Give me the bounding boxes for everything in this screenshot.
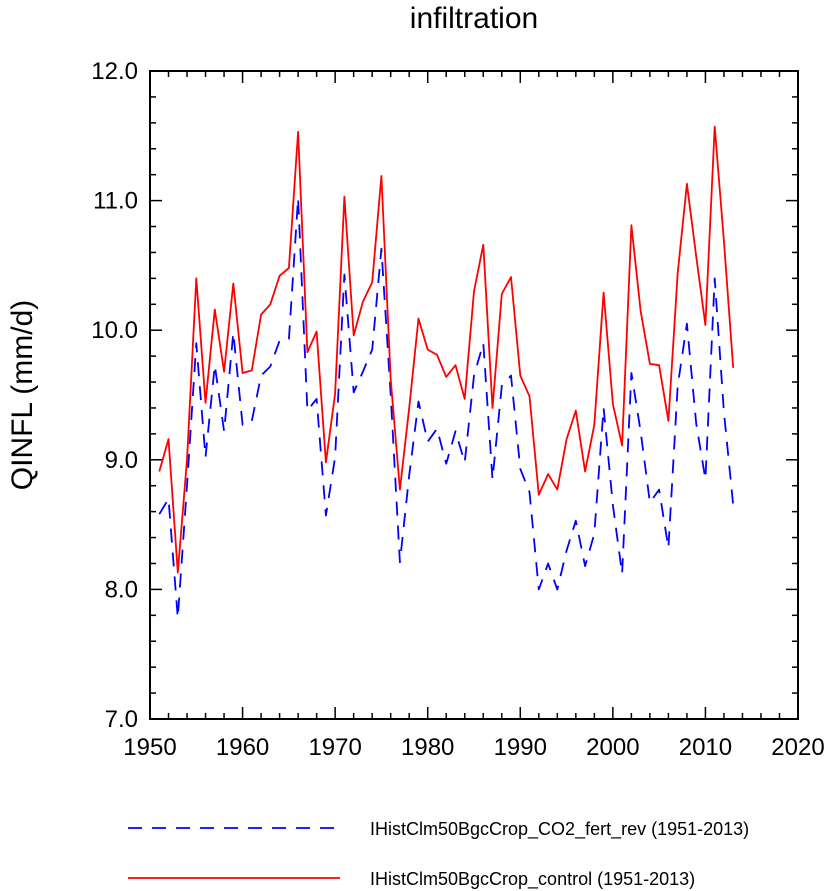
y-tick-label: 12.0	[91, 58, 138, 85]
x-tick-label: 2020	[771, 734, 824, 761]
x-tick-label: 2000	[586, 734, 639, 761]
x-tick-label: 1960	[216, 734, 269, 761]
axis-ticks	[149, 70, 799, 720]
legend: IHistClm50BgcCrop_CO2_fert_rev (1951-201…	[128, 819, 749, 890]
x-tick-label: 1970	[308, 734, 361, 761]
y-axis-label: QINFL (mm/d)	[6, 300, 39, 491]
y-tick-label: 9.0	[105, 447, 138, 474]
y-tick-label: 7.0	[105, 706, 138, 733]
plot-frame	[149, 70, 799, 720]
series-line-1	[158, 197, 735, 619]
axis-tick-labels: 1950 1960 1970 1980 1990 2000 2010 2020 7.0 8.0 9.…	[91, 58, 824, 761]
x-tick-label: 1990	[494, 734, 547, 761]
y-tick-label: 8.0	[105, 576, 138, 603]
x-tick-label: 2010	[679, 734, 732, 761]
series-lines	[158, 125, 735, 619]
x-tick-label: 1980	[401, 734, 454, 761]
legend-label-1: IHistClm50BgcCrop_CO2_fert_rev (1951-201…	[370, 819, 749, 840]
chart-title: infiltration	[410, 2, 538, 35]
x-tick-label: 1950	[123, 734, 176, 761]
legend-label-2: IHistClm50BgcCrop_control (1951-2013)	[370, 869, 695, 890]
y-tick-label: 11.0	[93, 188, 138, 215]
y-tick-label: 10.0	[91, 317, 138, 344]
series-line-2	[158, 125, 735, 574]
